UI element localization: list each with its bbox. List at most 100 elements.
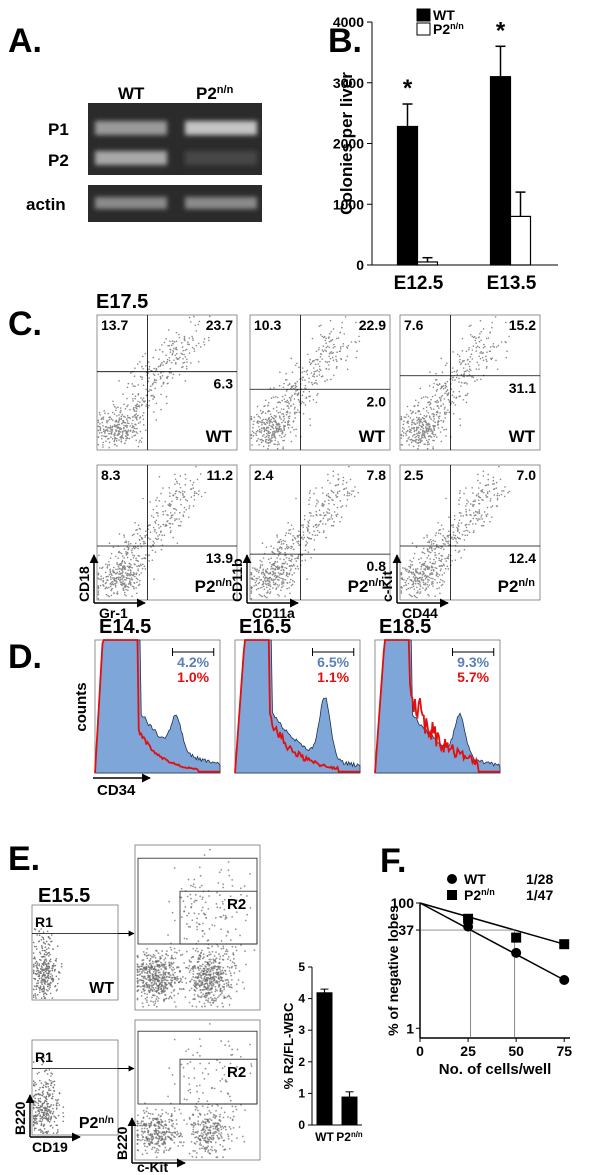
event-dot <box>131 431 134 433</box>
event-dot <box>416 596 418 599</box>
event-dot <box>321 502 324 505</box>
event-dot <box>164 986 167 989</box>
event-dot <box>109 430 111 433</box>
event-dot <box>160 393 162 396</box>
event-dot <box>162 383 164 385</box>
event-dot <box>307 551 310 553</box>
event-dot <box>129 571 132 574</box>
event-dot <box>153 965 156 968</box>
event-dot <box>240 893 242 896</box>
event-dot <box>200 991 203 994</box>
event-dot <box>194 967 197 970</box>
event-dot <box>310 556 312 559</box>
event-dot <box>235 899 238 902</box>
event-dot <box>280 569 283 571</box>
event-dot <box>209 958 212 961</box>
event-dot <box>278 574 281 576</box>
event-dot <box>210 988 212 991</box>
genotype-label-sup: n/n <box>368 577 385 589</box>
event-dot <box>168 961 170 964</box>
event-dot <box>278 551 280 553</box>
event-dot <box>315 350 318 353</box>
event-dot <box>165 953 168 956</box>
event-dot <box>312 525 315 528</box>
event-dot <box>297 534 299 537</box>
event-dot <box>424 560 427 563</box>
event-dot <box>51 1093 54 1095</box>
event-dot <box>338 478 340 480</box>
event-dot <box>282 579 284 581</box>
event-dot <box>452 534 455 536</box>
event-dot <box>309 424 312 427</box>
event-dot <box>295 435 297 437</box>
event-dot <box>104 571 107 574</box>
event-dot <box>408 576 410 578</box>
event-dot <box>42 1093 44 1095</box>
event-dot <box>225 916 227 919</box>
event-dot <box>135 410 138 412</box>
event-dot <box>173 340 176 343</box>
event-dot <box>157 975 160 978</box>
event-dot <box>323 514 326 517</box>
event-dot <box>135 559 137 562</box>
event-dot <box>33 1127 36 1130</box>
event-dot <box>176 979 178 982</box>
event-dot <box>142 970 145 972</box>
event-dot <box>193 494 195 497</box>
event-dot <box>415 435 418 438</box>
event-dot <box>427 411 430 414</box>
event-dot <box>269 581 271 584</box>
event-dot <box>495 346 498 348</box>
event-dot <box>280 586 283 589</box>
event-dot <box>41 966 43 969</box>
event-dot <box>195 984 198 987</box>
event-dot <box>447 536 450 538</box>
event-dot <box>308 512 311 514</box>
event-dot <box>279 416 281 419</box>
event-dot <box>258 425 260 428</box>
event-dot <box>250 597 253 600</box>
event-dot <box>444 392 446 395</box>
event-dot <box>58 1104 61 1106</box>
event-dot <box>400 572 403 574</box>
event-dot <box>302 412 305 415</box>
event-dot <box>50 1072 52 1074</box>
event-dot <box>235 949 238 952</box>
event-dot <box>308 492 311 494</box>
event-dot <box>432 408 435 411</box>
event-dot <box>442 528 445 530</box>
event-dot <box>231 961 234 964</box>
event-dot <box>153 980 156 983</box>
event-dot <box>176 482 178 484</box>
event-dot <box>192 339 194 342</box>
event-dot <box>219 987 222 990</box>
event-dot <box>228 970 231 972</box>
event-dot <box>455 540 458 543</box>
event-dot <box>486 513 489 515</box>
event-dot <box>269 588 271 590</box>
event-dot <box>142 540 145 543</box>
event-dot <box>196 925 198 928</box>
event-dot <box>340 516 343 518</box>
event-dot <box>227 861 230 863</box>
event-dot <box>158 960 160 962</box>
event-dot <box>277 428 280 430</box>
event-dot <box>490 357 492 360</box>
event-dot <box>477 364 480 366</box>
event-dot <box>333 511 336 513</box>
event-dot <box>339 331 341 334</box>
event-dot <box>142 982 145 984</box>
event-dot <box>200 996 203 999</box>
event-dot <box>460 362 463 365</box>
event-dot <box>283 558 285 561</box>
event-dot <box>126 426 128 429</box>
event-dot <box>100 578 102 580</box>
event-dot <box>129 417 132 419</box>
event-dot <box>487 337 490 339</box>
event-dot <box>440 396 443 398</box>
event-dot <box>153 396 156 399</box>
event-dot <box>203 343 206 346</box>
event-dot <box>419 431 422 434</box>
event-dot <box>152 356 155 359</box>
event-dot <box>116 576 119 579</box>
